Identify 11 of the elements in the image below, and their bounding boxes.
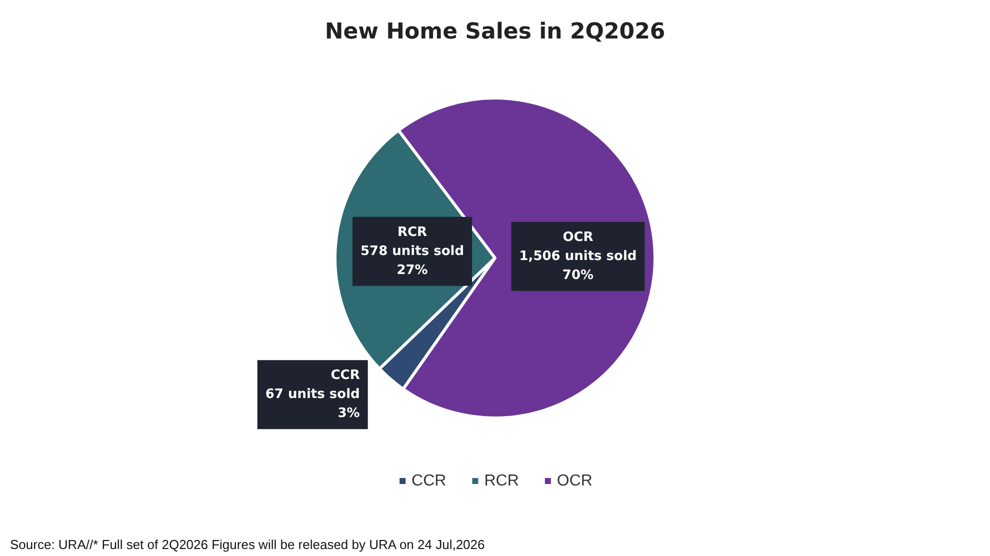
data-label: 578 units sold 27%: [360, 244, 464, 278]
source-note: Source: URA//* Full set of 2Q2026 Figures will be released by URA on 24 Jul,2026: [10, 537, 485, 552]
legend-label: CCR: [412, 472, 446, 490]
chart-title: New Home Sales in 2Q2026: [324, 20, 666, 44]
data-label: 67 units sold 3%: [265, 387, 360, 422]
slice-label: OCR: [562, 230, 594, 246]
slice-label: RCR: [397, 224, 428, 240]
slice-label: CCR: [330, 368, 360, 384]
data-label: 1,506 units sold 70%: [519, 249, 637, 284]
legend-label: RCR: [484, 472, 519, 490]
legend-label: OCR: [556, 472, 592, 490]
